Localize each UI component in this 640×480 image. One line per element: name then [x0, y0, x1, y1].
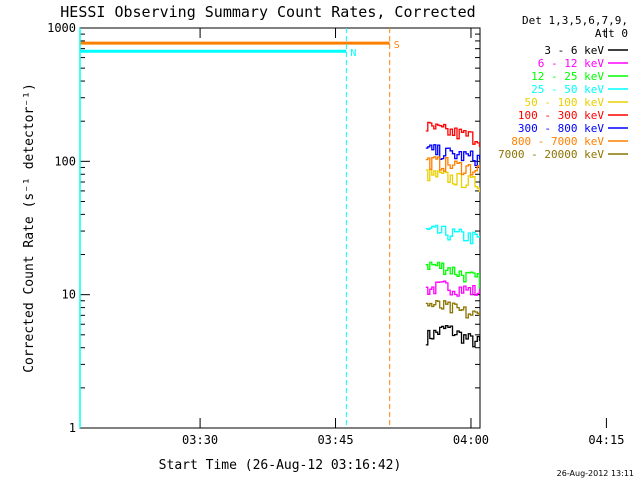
series-line-8 — [425, 299, 480, 319]
legend-header-line-1: Det 1,3,5,6,7,9, — [522, 14, 628, 27]
x-axis-label: Start Time (26-Aug-12 03:16:42) — [159, 458, 402, 473]
y-tick-label: 10 — [62, 288, 76, 302]
legend-label: 3 - 6 keV — [544, 44, 604, 57]
legend-label: 12 - 25 keV — [531, 70, 604, 83]
series-line-3 — [425, 224, 480, 245]
y-tick-label: 1 — [69, 421, 76, 435]
y-tick-label: 1000 — [47, 21, 76, 35]
legend-label: 6 - 12 keV — [538, 57, 605, 70]
y-axis-label: Corrected Count Rate (s⁻¹ detector⁻¹) — [22, 83, 37, 373]
x-tick-label: 03:30 — [182, 433, 218, 447]
series-line-2 — [425, 261, 480, 289]
x-tick-label: 04:00 — [453, 433, 489, 447]
series-line-6 — [425, 144, 480, 167]
footer-timestamp: 26-Aug-2012 13:11 — [557, 469, 634, 478]
legend-label: 50 - 100 keV — [525, 96, 605, 109]
legend-label: 7000 - 20000 keV — [498, 148, 604, 161]
legend-label: 25 - 50 keV — [531, 83, 604, 96]
series-line-0 — [425, 324, 480, 348]
plot-area: 110100100003:3003:4504:0004:1504:3004:45… — [47, 21, 624, 447]
series-line-4 — [425, 168, 480, 193]
legend-label: 300 - 800 keV — [518, 122, 604, 135]
y-tick-label: 100 — [54, 154, 76, 168]
series-line-1 — [425, 280, 480, 297]
x-tick-label: 04:15 — [588, 433, 624, 447]
series-line-7 — [425, 156, 480, 176]
series-line-5 — [425, 121, 480, 147]
flag-S-label: S — [394, 40, 400, 51]
legend-header-line-2: Att 0 — [595, 27, 628, 40]
x-tick-label: 03:45 — [317, 433, 353, 447]
chart-title: HESSI Observing Summary Count Rates, Cor… — [60, 3, 475, 21]
legend-label: 100 - 300 keV — [518, 109, 604, 122]
plot-frame — [79, 27, 481, 429]
legend-label: 800 - 7000 keV — [511, 135, 604, 148]
flag-N-label: N — [350, 48, 356, 59]
